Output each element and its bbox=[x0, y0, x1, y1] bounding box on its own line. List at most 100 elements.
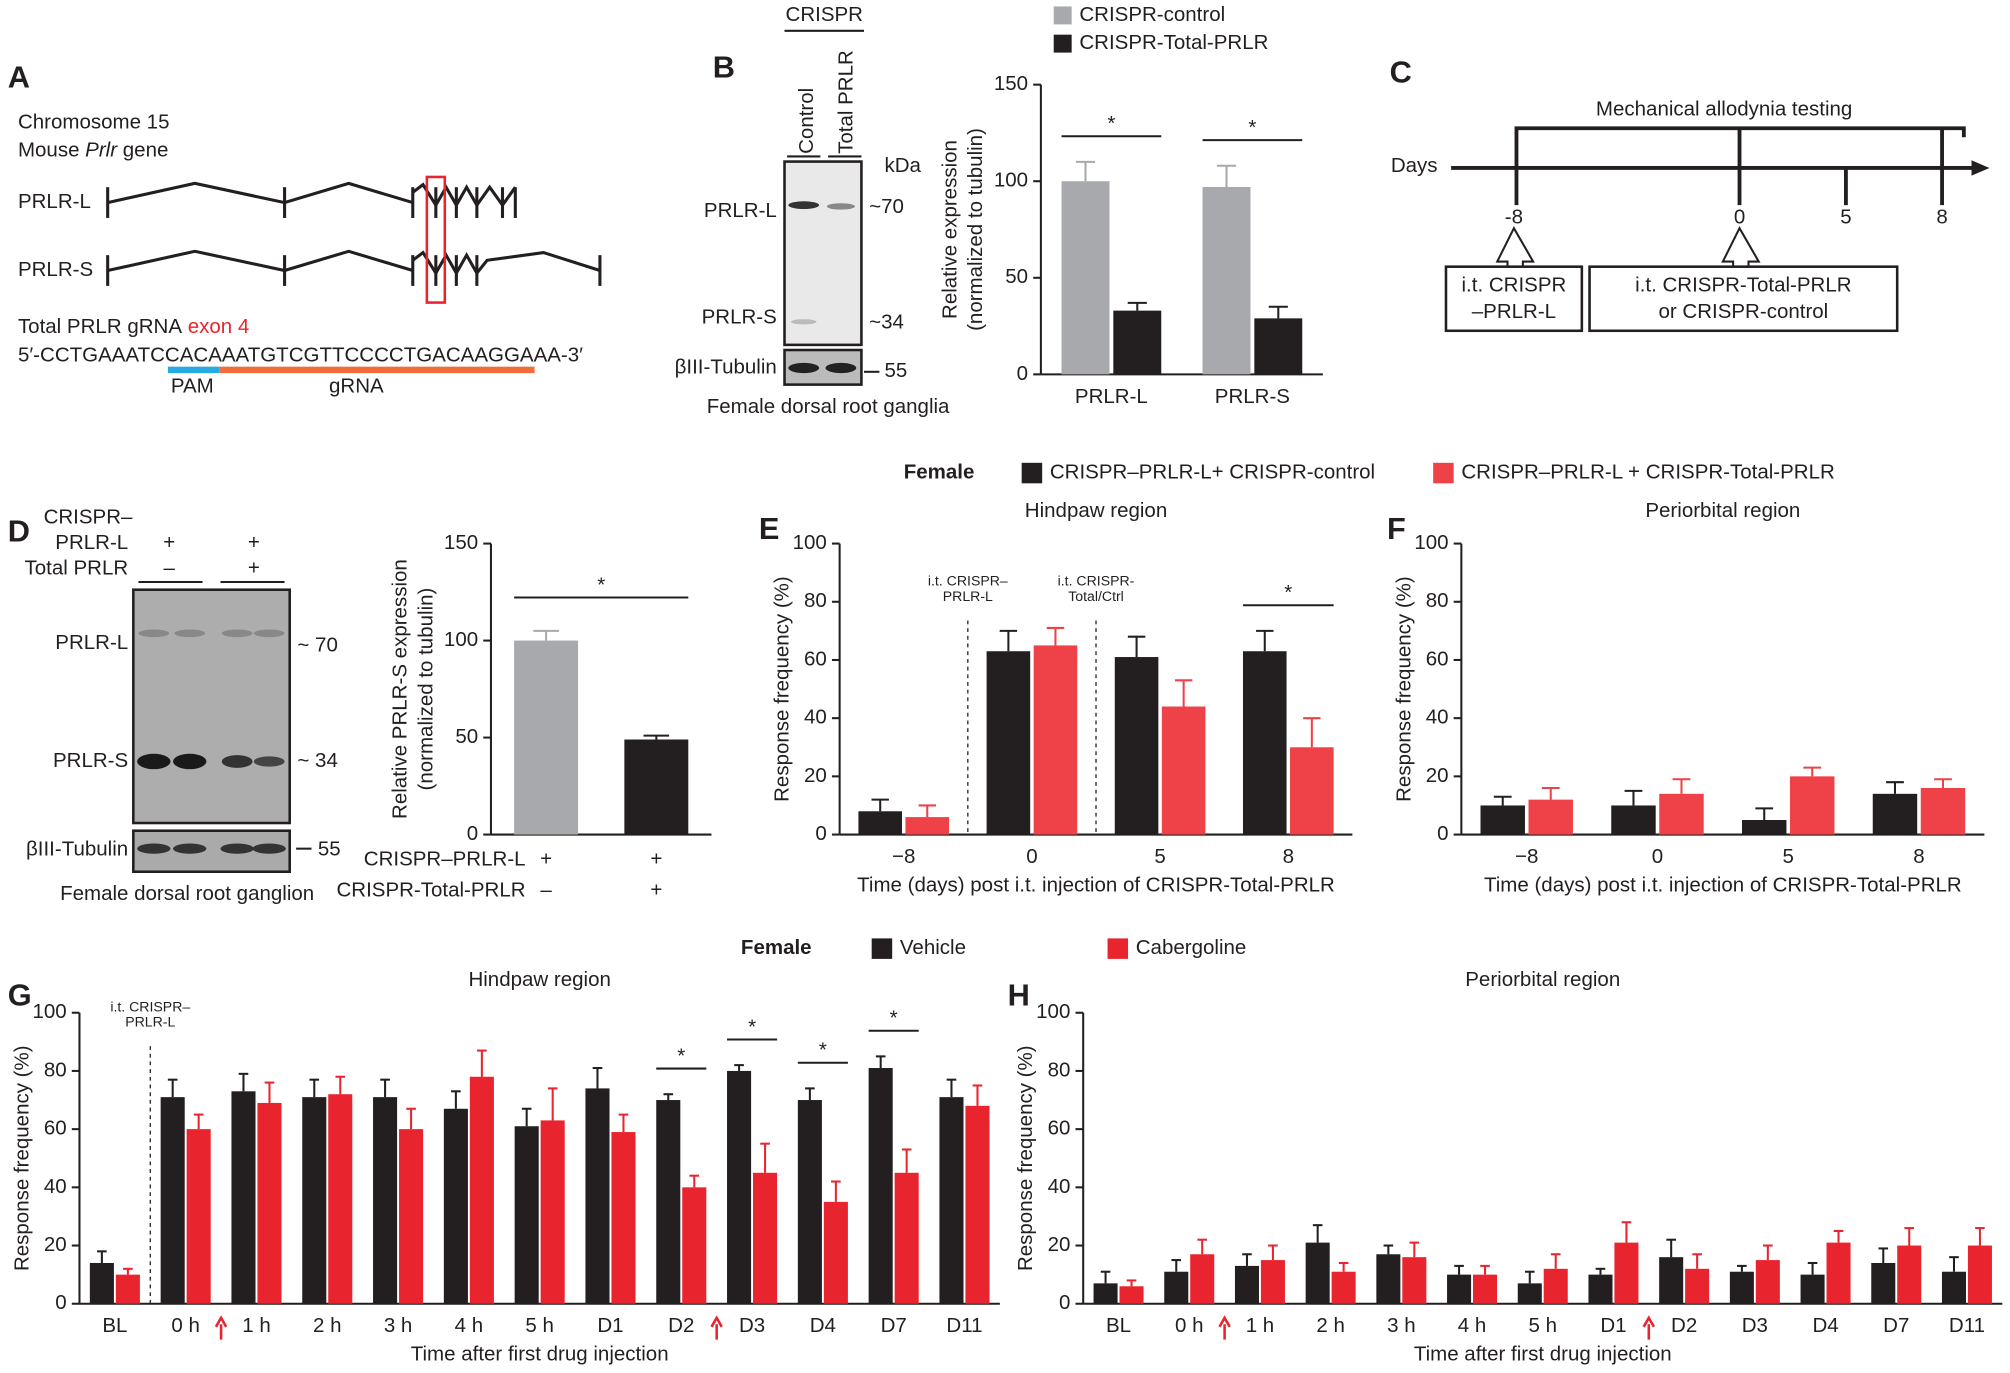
timeline-title: Mechanical allodynia testing bbox=[1596, 98, 1852, 121]
chart-title: Periorbital region bbox=[1465, 968, 1620, 991]
x-tick-label: D7 bbox=[1883, 1314, 1909, 1337]
y-tick-label: 150 bbox=[994, 72, 1028, 95]
legend-swatch bbox=[1107, 938, 1129, 959]
bar bbox=[585, 1088, 610, 1304]
x-tick-label: D7 bbox=[881, 1314, 907, 1337]
significance-label: * bbox=[1107, 112, 1115, 135]
box-text: i.t. CRISPR-Total-PRLR bbox=[1635, 273, 1851, 296]
significance-label: * bbox=[677, 1044, 685, 1067]
bar bbox=[727, 1070, 752, 1304]
x-axis-label: Time after first drug injection bbox=[411, 1342, 669, 1365]
x-row-sign: + bbox=[650, 878, 662, 901]
x-tick-label: 0 bbox=[1026, 845, 1037, 868]
bar bbox=[115, 1274, 140, 1304]
y-tick-label: 100 bbox=[793, 531, 827, 554]
timeline-tick: 0 bbox=[1734, 205, 1745, 228]
x-tick-label: 4 h bbox=[1458, 1314, 1486, 1337]
x-axis-label: Time (days) post i.t. injection of CRISP… bbox=[857, 873, 1335, 896]
x-tick-label: PRLR-S bbox=[1215, 385, 1290, 408]
grna-label: Total PRLR gRNA exon 4 bbox=[18, 316, 249, 339]
y-tick-label: 60 bbox=[804, 647, 827, 670]
band bbox=[790, 319, 817, 325]
row-sign: + bbox=[163, 531, 175, 554]
seq-part: 5′-CCTGAAAT bbox=[18, 344, 151, 367]
bar bbox=[1941, 1271, 1966, 1304]
band-label: PRLR-S bbox=[53, 749, 128, 772]
seq-part: AGGAAA-3′ bbox=[474, 344, 583, 367]
arrow bbox=[1218, 1315, 1231, 1340]
bar bbox=[624, 739, 689, 835]
band bbox=[788, 362, 820, 374]
size-label: 55 bbox=[885, 359, 908, 382]
x-tick-label: 3 h bbox=[1387, 1314, 1415, 1337]
bar bbox=[1305, 1242, 1330, 1304]
x-tick-label: 8 bbox=[1913, 845, 1924, 868]
band bbox=[174, 629, 206, 638]
bar bbox=[1897, 1245, 1922, 1304]
arrow bbox=[1642, 1315, 1656, 1340]
chart-title: Periorbital region bbox=[1645, 499, 1800, 522]
bar bbox=[1190, 1254, 1215, 1304]
bar bbox=[753, 1172, 778, 1304]
y-tick-label: 40 bbox=[1426, 706, 1449, 729]
y-tick-label: 0 bbox=[467, 822, 478, 845]
bar bbox=[1528, 799, 1573, 835]
chart-title: Hindpaw region bbox=[468, 968, 610, 991]
legend-label: CRISPR-control bbox=[1079, 3, 1225, 26]
legend-swatch bbox=[1053, 34, 1072, 53]
isoform-label: PRLR-L bbox=[18, 190, 91, 213]
band bbox=[788, 201, 820, 209]
x-axis-label: Time (days) post i.t. injection of CRISP… bbox=[1484, 873, 1962, 896]
x-tick-label: D11 bbox=[1949, 1314, 1985, 1337]
caption: Female dorsal root ganglia bbox=[707, 395, 950, 418]
bar bbox=[1447, 1274, 1472, 1304]
bar bbox=[1685, 1268, 1710, 1304]
panel-label: A bbox=[8, 60, 30, 95]
bar bbox=[1871, 1262, 1896, 1304]
bar bbox=[514, 640, 579, 835]
x-tick-label: D11 bbox=[946, 1314, 982, 1337]
panel-label: H bbox=[1008, 977, 1030, 1012]
x-tick-label: 0 h bbox=[1175, 1314, 1204, 1337]
y-tick-label: 100 bbox=[32, 1000, 66, 1023]
band bbox=[252, 843, 286, 854]
bar bbox=[328, 1094, 353, 1304]
x-row-sign: – bbox=[540, 878, 552, 901]
bar bbox=[302, 1097, 327, 1304]
gene-title: Mouse Prlr gene bbox=[18, 139, 168, 162]
marker-text: PRLR-L bbox=[943, 588, 993, 604]
band bbox=[138, 629, 170, 638]
bar bbox=[1920, 787, 1966, 835]
y-tick-label: 100 bbox=[1414, 531, 1448, 554]
marker-text: PRLR-L bbox=[125, 1014, 175, 1030]
timeline-axis: Days bbox=[1391, 154, 1438, 177]
y-axis-label: Response frequency (%) bbox=[1392, 576, 1415, 802]
bar bbox=[986, 651, 1031, 835]
bar bbox=[1741, 820, 1787, 835]
y-axis-label: Relative expression bbox=[939, 140, 962, 319]
y-tick-label: 0 bbox=[815, 822, 826, 845]
bar bbox=[1114, 657, 1159, 835]
seq-pam: CCA bbox=[150, 344, 194, 367]
bar bbox=[373, 1097, 398, 1304]
blot-header: CRISPR bbox=[786, 3, 863, 26]
legend-title: Female bbox=[741, 936, 812, 959]
row-sign: + bbox=[248, 531, 260, 554]
marker-text: i.t. CRISPR– bbox=[928, 573, 1008, 589]
x-tick-label: 2 h bbox=[313, 1314, 342, 1337]
x-tick-label: BL bbox=[102, 1314, 127, 1337]
panel-label: F bbox=[1387, 511, 1406, 546]
grna-bar bbox=[219, 366, 535, 374]
band bbox=[826, 203, 856, 210]
marker-text: i.t. CRISPR– bbox=[110, 998, 190, 1014]
legend-title: Female bbox=[904, 460, 975, 483]
bar bbox=[1254, 318, 1303, 375]
size-label: ~70 bbox=[869, 195, 904, 218]
blot bbox=[783, 160, 863, 347]
marker-text: Total/Ctrl bbox=[1068, 588, 1124, 604]
band bbox=[220, 843, 254, 854]
bar bbox=[1376, 1254, 1401, 1304]
y-tick-label: 100 bbox=[994, 169, 1028, 192]
x-tick-label: D2 bbox=[1671, 1314, 1697, 1337]
y-tick-label: 50 bbox=[1005, 265, 1028, 288]
